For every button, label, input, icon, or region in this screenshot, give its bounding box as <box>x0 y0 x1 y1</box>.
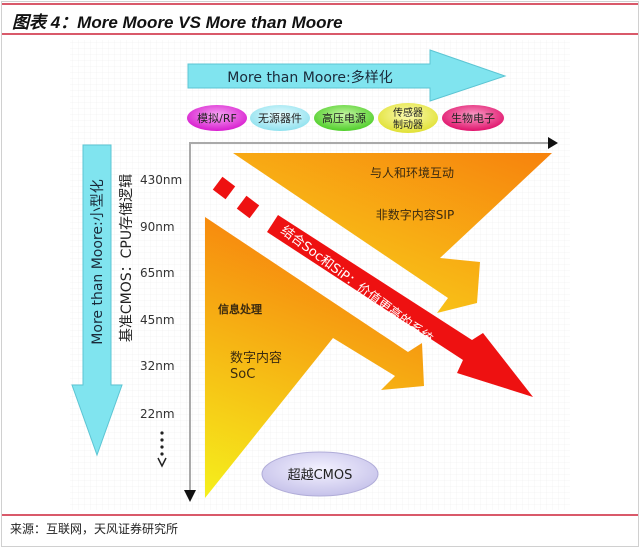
miniaturization-arrow: More than Moore:小型化 <box>71 144 123 457</box>
lower-region-line2: 数字内容 <box>230 350 282 366</box>
upper-region-line2: 非数字内容SIP <box>376 207 454 222</box>
category-pills: 模拟/RF 无源器件 高压电源 传感器 制动器 生物电子 <box>187 103 504 133</box>
figure-title: 图表 4：More Moore VS More than Moore <box>12 13 343 32</box>
pill-label: 模拟/RF <box>197 111 237 125</box>
node-labels: 430nm 90nm 65nm 45nm 32nm 22nm <box>140 173 182 421</box>
red-square <box>236 195 260 219</box>
pill-label: 无源器件 <box>258 111 302 125</box>
pill-label: 传感器 <box>393 106 423 119</box>
pill-passive <box>250 105 310 131</box>
title-divider <box>2 33 638 35</box>
lower-region-arrow <box>205 217 424 498</box>
left-axis-label: 基准CMOS：CPU存储逻辑 <box>118 174 135 342</box>
upper-region-line1: 与人和环境互动 <box>370 165 454 180</box>
lower-region-line1: 信息处理 <box>218 302 262 316</box>
node-label: 430nm <box>140 173 182 187</box>
beyond-cmos-ellipse <box>261 451 379 497</box>
lower-region-line3: SoC <box>230 367 255 382</box>
axis-arrowhead-icon <box>548 137 558 149</box>
pill-sensor-actuator <box>378 103 438 133</box>
pill-hv-power <box>314 105 374 131</box>
beyond-cmos-label: 超越CMOS <box>288 468 353 483</box>
source-divider <box>2 514 638 516</box>
upper-region-arrow <box>233 153 552 313</box>
node-label: 65nm <box>140 266 175 280</box>
node-label: 22nm <box>140 407 175 421</box>
source-note: 来源：互联网，天风证券研究所 <box>10 522 179 536</box>
red-square <box>212 176 236 200</box>
diversification-arrow: More than Moore:多样化 <box>187 49 507 102</box>
pill-label: 制动器 <box>393 118 423 131</box>
pill-analog-rf <box>187 105 247 131</box>
axes <box>184 137 558 502</box>
node-label: 45nm <box>140 313 175 327</box>
pill-bio <box>442 105 504 131</box>
pill-label: 生物电子 <box>451 111 495 125</box>
node-label: 32nm <box>140 359 175 373</box>
top-arrow-label: More than Moore:多样化 <box>227 69 392 86</box>
node-label: 90nm <box>140 220 175 234</box>
top-divider <box>2 3 638 5</box>
pill-label: 高压电源 <box>322 111 366 125</box>
axis-arrowhead-icon <box>184 490 196 502</box>
left-arrow-label: More than Moore:小型化 <box>90 179 106 344</box>
continuation-dots-icon <box>157 431 167 468</box>
